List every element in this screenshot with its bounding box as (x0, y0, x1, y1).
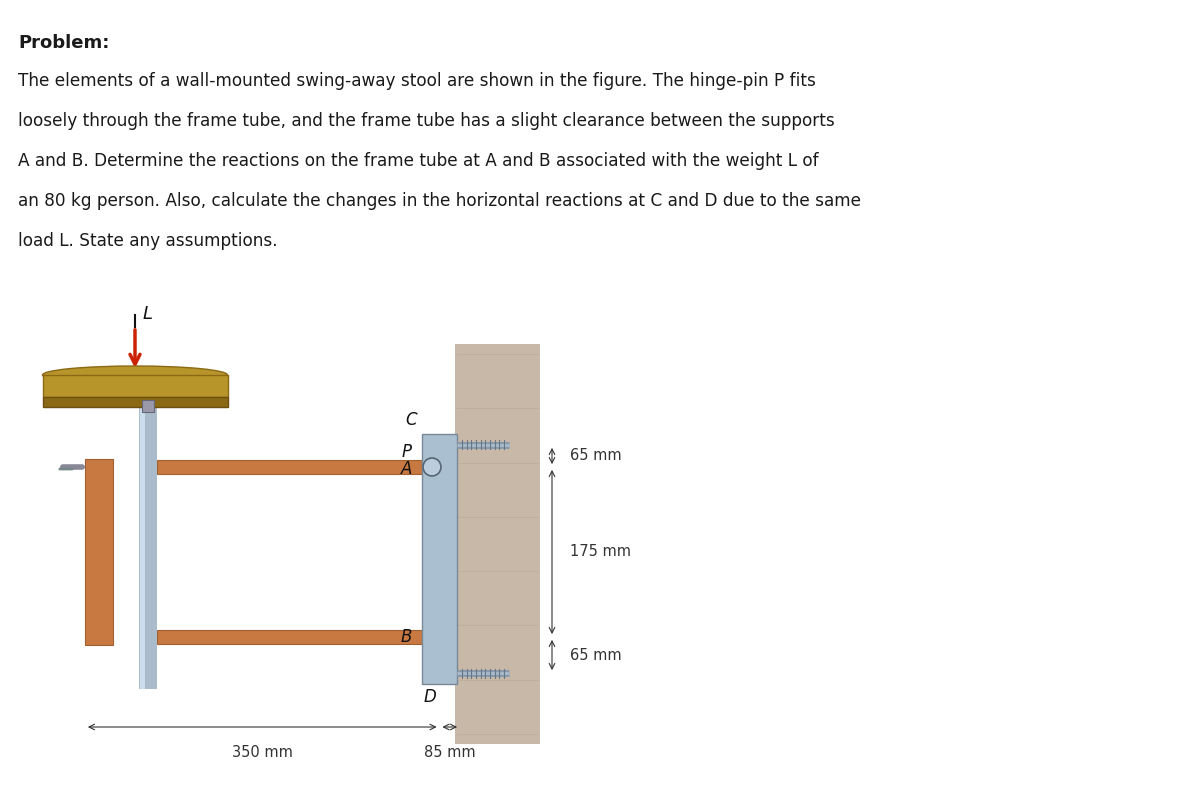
Text: C: C (406, 411, 418, 429)
Circle shape (424, 458, 442, 476)
Bar (422, 434, 457, 684)
Bar (85, 459, 113, 645)
Text: Problem:: Problem: (18, 34, 109, 52)
Text: 85 mm: 85 mm (424, 745, 475, 760)
Text: L: L (143, 305, 154, 323)
Bar (42, 397, 228, 407)
Text: P: P (402, 443, 412, 461)
Text: A: A (401, 460, 412, 478)
Text: loosely through the frame tube, and the frame tube has a slight clearance betwee: loosely through the frame tube, and the … (18, 112, 835, 130)
Text: an 80 kg person. Also, calculate the changes in the horizontal reactions at C an: an 80 kg person. Also, calculate the cha… (18, 192, 862, 210)
Bar (42, 375, 228, 397)
Bar (139, 407, 157, 689)
Ellipse shape (42, 366, 228, 384)
Bar (142, 400, 154, 412)
Text: 65 mm: 65 mm (570, 448, 622, 463)
Bar (157, 630, 422, 644)
Bar (157, 460, 422, 474)
Text: 175 mm: 175 mm (570, 544, 631, 559)
Text: D: D (424, 688, 437, 706)
Text: 65 mm: 65 mm (570, 648, 622, 663)
Bar (140, 407, 145, 689)
Text: 350 mm: 350 mm (232, 745, 293, 760)
Text: load L. State any assumptions.: load L. State any assumptions. (18, 232, 277, 250)
Text: A and B. Determine the reactions on the frame tube at A and B associated with th: A and B. Determine the reactions on the … (18, 152, 818, 170)
Text: B: B (401, 628, 412, 646)
Bar (455, 344, 540, 744)
Text: The elements of a wall-mounted swing-away stool are shown in the figure. The hin: The elements of a wall-mounted swing-awa… (18, 72, 816, 90)
